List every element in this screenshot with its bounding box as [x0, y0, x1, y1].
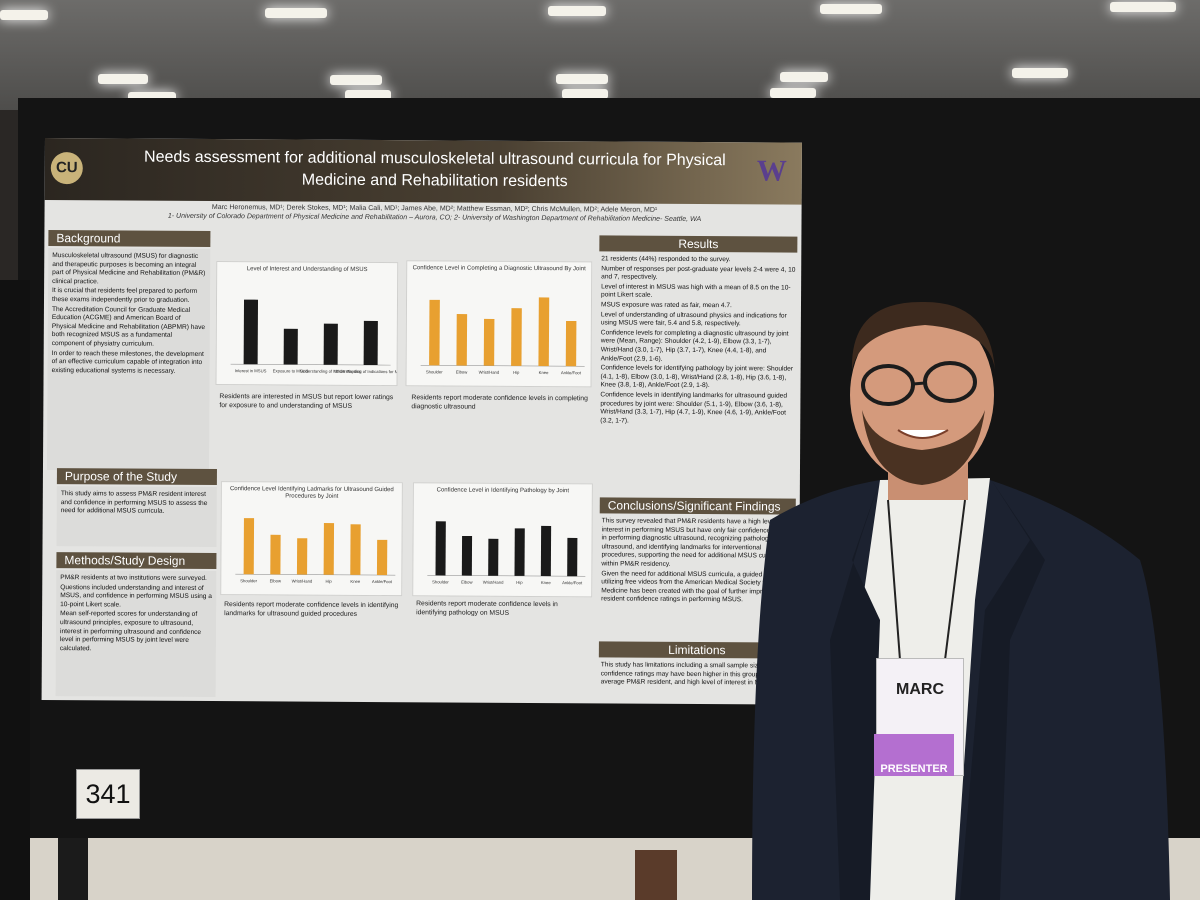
- tick-label: Knee: [350, 579, 360, 584]
- tick-label: Shoulder: [426, 369, 443, 374]
- board-leg: [58, 838, 88, 900]
- bar: [488, 538, 499, 576]
- chart-svg: Shoulder Elbow Wrist/Hand Hip Knee Ankle/Foot: [427, 521, 586, 585]
- bar: [376, 539, 388, 576]
- bar: [461, 535, 473, 576]
- bar: [243, 518, 255, 575]
- tick-label: Wrist/Hand: [483, 580, 504, 585]
- chart-interest: Level of Interest and Understanding of M…: [215, 261, 399, 387]
- ceiling-light: [820, 4, 882, 14]
- chart-svg: Interest in MSUS Exposure to MSUSUndersta…: [230, 299, 397, 374]
- tick-label: Knee: [541, 580, 551, 585]
- tick-label: Ankle/Foot: [562, 580, 583, 585]
- tick-label: Hip: [325, 579, 332, 584]
- chart-svg: Shoulder Elbow Wrist/Hand Hip Knee Ankle/Foot: [235, 518, 396, 584]
- chart-svg: Shoulder Elbow Wrist/Hand Hip Knee Ankle/Foot: [420, 297, 585, 375]
- chart-pathology: Confidence Level in Identifying Patholog…: [412, 482, 593, 598]
- tick-label: Shoulder: [240, 578, 257, 583]
- bar: [567, 537, 578, 577]
- ceiling-light: [780, 72, 828, 82]
- x-axis: [420, 364, 585, 367]
- ceiling-light: [98, 74, 148, 84]
- bar: [514, 528, 525, 576]
- bar: [565, 320, 577, 367]
- tick-label: Knee: [539, 370, 549, 375]
- tick-label: Understanding of Indications for MSUS: [334, 369, 397, 374]
- chart-diagnostic: Confidence Level in Completing a Diagnos…: [405, 260, 593, 388]
- ceiling: [0, 0, 1200, 110]
- ceiling-light: [345, 90, 391, 100]
- tick-label: Interest in MSUS: [235, 368, 267, 373]
- ceiling-light: [265, 8, 327, 18]
- ceiling-light: [548, 6, 606, 16]
- bar: [538, 297, 550, 367]
- tick-label: Wrist/Hand: [479, 370, 500, 375]
- bar: [456, 314, 468, 366]
- tick-label: Understanding of MSUS Physics: [300, 369, 361, 374]
- bar: [283, 328, 298, 365]
- bar: [483, 318, 495, 366]
- bar: [511, 308, 522, 366]
- tick-label: Wrist/Hand: [292, 579, 313, 584]
- board-post: [0, 280, 30, 900]
- bar: [323, 323, 338, 365]
- bar: [429, 299, 440, 366]
- ceiling-light: [330, 75, 382, 85]
- ceiling-light: [556, 74, 608, 84]
- bar: [323, 523, 335, 575]
- bar: [270, 534, 281, 575]
- presenter-ribbon: PRESENTER: [874, 734, 954, 776]
- board-number: 341: [76, 769, 140, 819]
- bar: [363, 320, 378, 366]
- x-axis: [235, 573, 396, 576]
- tick-label: Hip: [516, 580, 523, 585]
- ceiling-light: [1012, 68, 1068, 78]
- bar: [435, 521, 446, 576]
- badge-name: MARC: [896, 681, 944, 698]
- bar: [540, 525, 552, 577]
- tick-label: Elbow: [461, 580, 473, 585]
- ceiling-light: [0, 10, 48, 20]
- tick-label: Ankle/Foot: [561, 370, 582, 375]
- bar: [296, 538, 308, 575]
- tick-label: Elbow: [270, 578, 282, 583]
- chart-landmarks: Confidence Level Identifying Ladmarks fo…: [220, 481, 403, 597]
- tick-label: Shoulder: [432, 579, 449, 584]
- poster: CU Needs assessment for additional muscu…: [41, 138, 802, 705]
- bar: [350, 524, 361, 575]
- bar: [243, 299, 259, 365]
- tick-label: Hip: [513, 370, 520, 375]
- ceiling-light: [128, 92, 176, 102]
- ceiling-light: [770, 88, 816, 98]
- x-axis: [427, 575, 586, 577]
- tick-label: Ankle/Foot: [372, 579, 393, 584]
- tick-label: Elbow: [456, 370, 468, 375]
- tick-label: Exposure to MSUS: [273, 368, 309, 373]
- ceiling-light: [1110, 2, 1176, 12]
- ceiling-light: [562, 89, 608, 99]
